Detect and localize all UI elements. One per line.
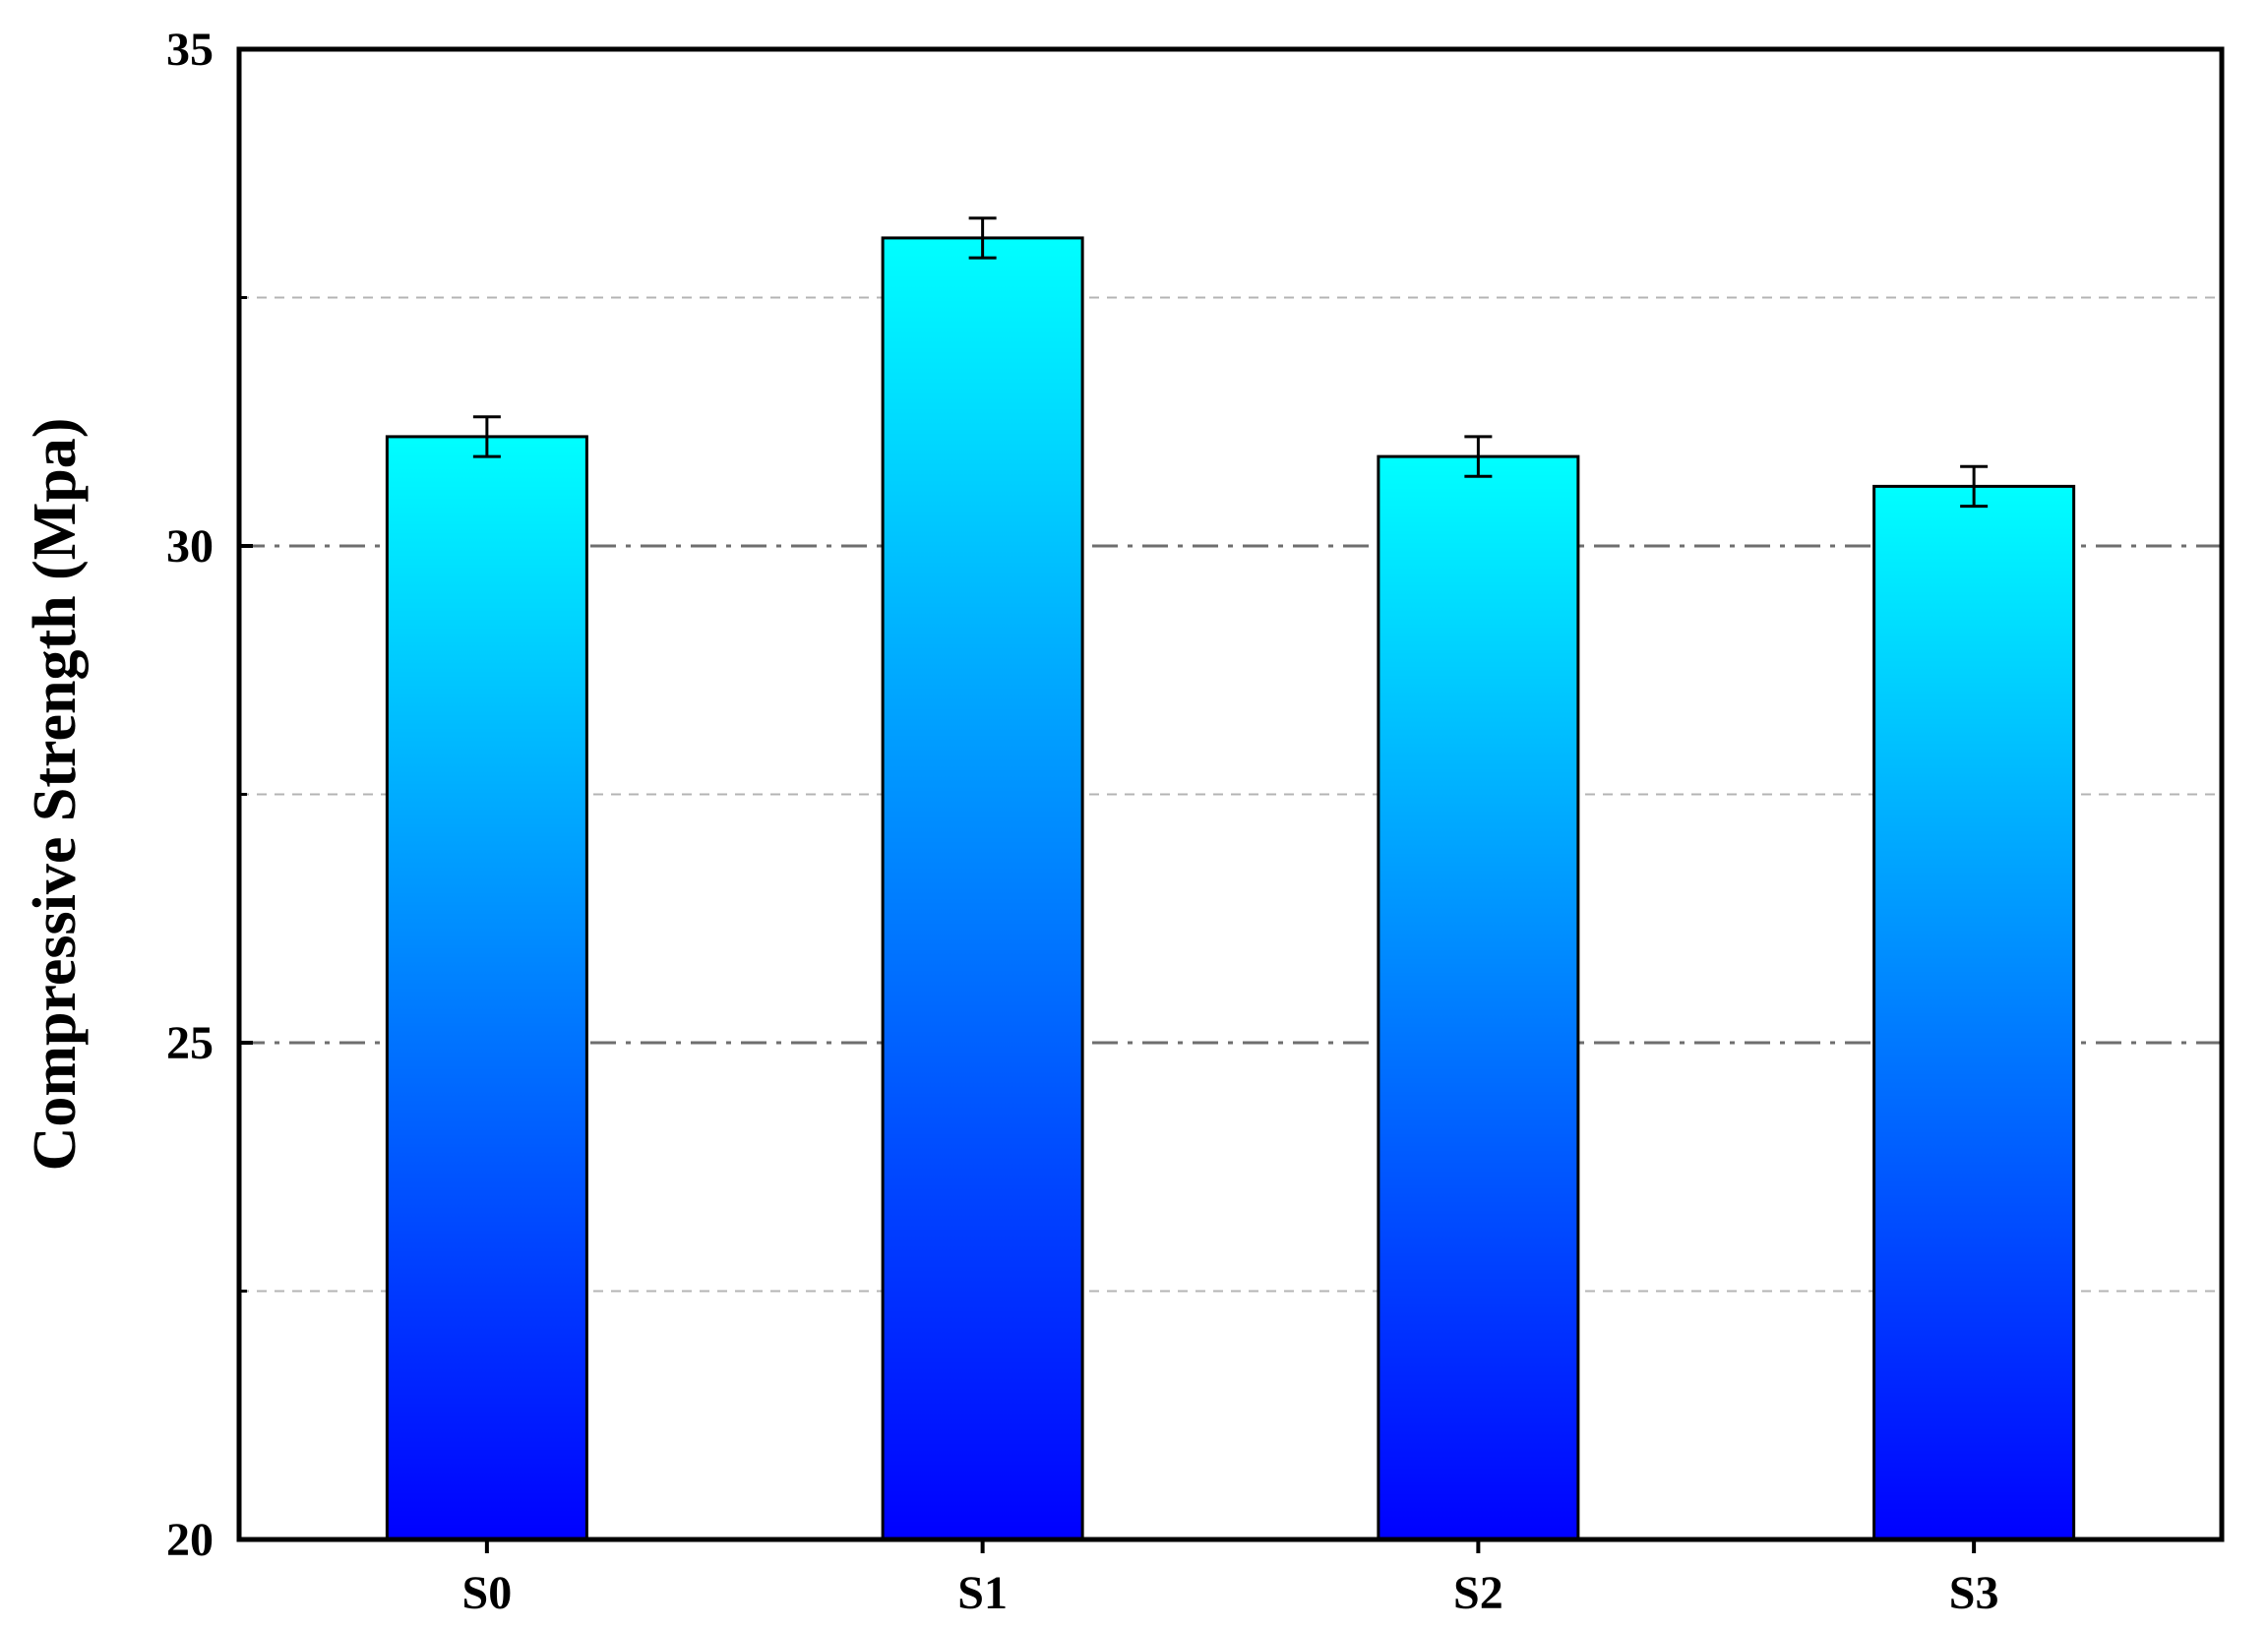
x-tick-label: S2	[1453, 1567, 1503, 1619]
x-tick-label: S1	[957, 1567, 1008, 1619]
error-bar-s3	[1960, 464, 1989, 509]
bar-s0	[385, 435, 588, 1541]
bar-s3	[1872, 484, 2076, 1541]
bar-s2	[1377, 454, 1580, 1541]
x-tick-label: S0	[462, 1567, 513, 1619]
error-bar-s1	[968, 216, 997, 260]
y-tick-label: 20	[166, 1514, 214, 1566]
y-tick-label: 30	[166, 520, 214, 573]
bars	[385, 236, 2076, 1541]
bar-s1	[881, 236, 1084, 1541]
error-bars	[472, 216, 1989, 509]
y-tick-label: 25	[166, 1017, 214, 1069]
y-axis-title: Compressive Strength (Mpa)	[22, 418, 89, 1172]
axis-ticks	[239, 47, 1977, 1553]
axis-labels: 20 25 30 35 S0 S1 S2 S3	[166, 24, 1998, 1619]
error-bar-s0	[472, 415, 501, 458]
x-tick-label: S3	[1949, 1567, 1999, 1619]
error-bar-s2	[1464, 435, 1493, 478]
y-tick-label: 35	[166, 24, 214, 76]
